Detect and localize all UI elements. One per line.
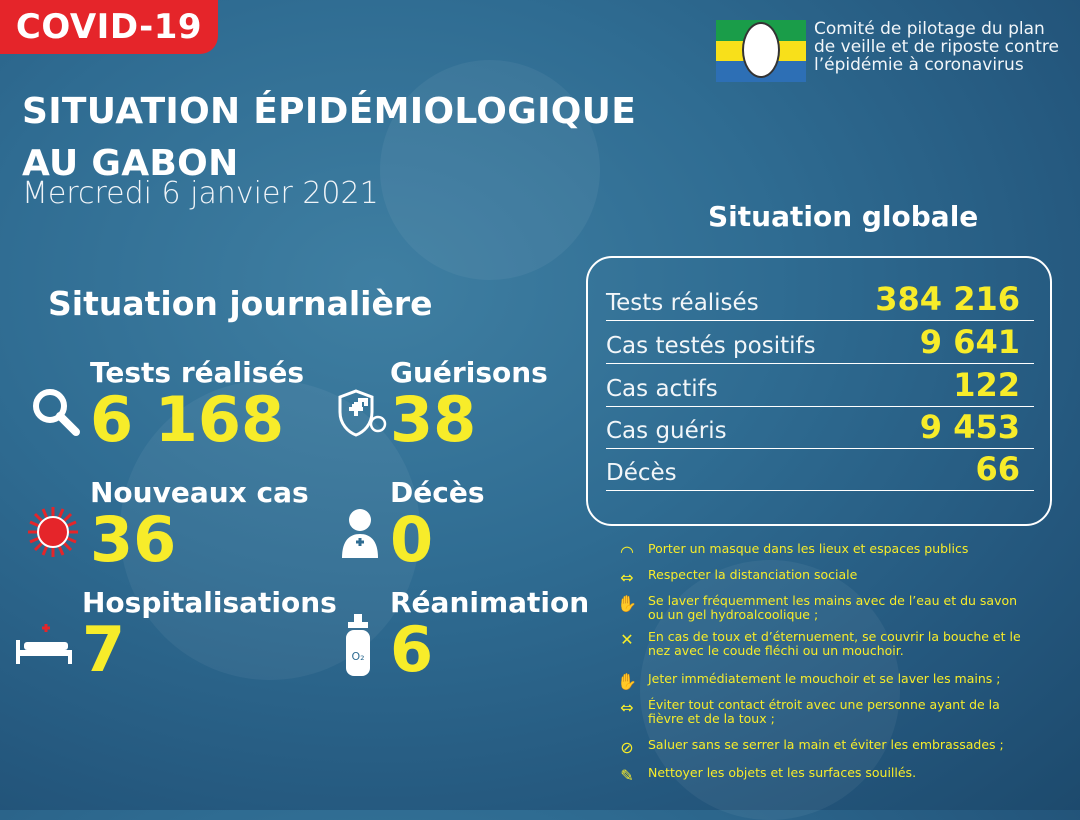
global-row-value: 66 (975, 450, 1020, 488)
stat-deces-label: Décès (390, 476, 485, 509)
cough-elbow-icon: ✕ (620, 630, 634, 649)
stat-hospitalisations-label: Hospitalisations (82, 586, 337, 619)
handwash-icon: ✋ (617, 594, 637, 613)
advice-item: ⊘ Saluer sans se serrer la main et évite… (616, 738, 1028, 758)
global-row-label: Tests réalisés (606, 290, 759, 316)
stat-hospitalisations-value: 7 (82, 613, 126, 686)
global-row-tests: Tests réalisés 384 216 (606, 278, 1034, 321)
daily-heading: Situation journalière (48, 284, 433, 323)
advice-item: ◠ Porter un masque dans les lieux et esp… (616, 542, 1028, 562)
stat-tests-value: 6 168 (90, 383, 285, 456)
advice-item: ✋ Jeter immédiatement le mouchoir et se … (617, 671, 1001, 692)
stat-reanimation-value: 6 (390, 613, 434, 686)
stat-nouveaux-cas-label: Nouveaux cas (90, 476, 309, 509)
advice-item: ✕ En cas de toux et d’éternuement, se co… (616, 630, 1028, 658)
global-row-actifs: Cas actifs 122 (606, 364, 1034, 407)
shield-virus-icon (334, 388, 390, 442)
stat-deces: Décès 0 (390, 476, 485, 571)
stat-guerisons-label: Guérisons (390, 356, 548, 389)
global-row-label: Cas actifs (606, 376, 718, 402)
republic-seal-icon (742, 22, 780, 78)
no-handshake-icon: ⊘ (620, 738, 634, 757)
global-row-value: 122 (953, 366, 1020, 404)
person-cross-icon (340, 508, 380, 562)
global-row-label: Décès (606, 460, 677, 486)
global-row-label: Cas guéris (606, 418, 727, 444)
stat-reanimation-label: Réanimation (390, 586, 590, 619)
global-row-label: Cas testés positifs (606, 333, 816, 359)
covid-badge: COVID-19 (0, 0, 218, 54)
magnifier-icon (30, 386, 82, 442)
distancing-icon: ⇔ (620, 568, 634, 587)
gabon-flag-seal-logo (716, 20, 806, 82)
global-row-gueris: Cas guéris 9 453 (606, 406, 1034, 449)
stat-guerisons: Guérisons 38 (390, 356, 548, 451)
stat-guerisons-value: 38 (390, 383, 477, 456)
report-date: Mercredi 6 janvier 2021 (22, 176, 379, 211)
background-virus-shape (640, 560, 900, 820)
advice-item: ✎ Nettoyer les objets et les surfaces so… (616, 766, 1028, 786)
stat-deces-value: 0 (390, 503, 434, 576)
advice-item: ⇔ Respecter la distanciation sociale (616, 568, 1028, 588)
background-virus-shape (380, 60, 600, 280)
avoid-contact-icon: ⇔ (620, 698, 634, 717)
advice-item: ⇔ Éviter tout contact étroit avec une pe… (616, 698, 1028, 726)
cleaning-spray-icon: ✎ (620, 766, 634, 785)
page-title: SITUATION ÉPIDÉMIOLOGIQUE AU GABON (22, 86, 636, 190)
global-row-deces: Décès 66 (606, 448, 1034, 491)
virus-icon (26, 505, 80, 563)
background-virus-shape (120, 380, 420, 680)
global-row-value: 9 641 (919, 323, 1020, 361)
organization-name: Comité de pilotage du plan de veille et … (814, 19, 1059, 75)
title-line-2: AU GABON (22, 143, 239, 184)
stat-nouveaux-cas: Nouveaux cas 36 (90, 476, 309, 571)
global-row-value: 384 216 (875, 280, 1020, 318)
tissue-bin-icon: ✋ (617, 672, 637, 691)
global-stats-box: Tests réalisés 384 216 Cas testés positi… (586, 256, 1052, 526)
global-heading: Situation globale (708, 200, 979, 233)
stat-hospitalisations: Hospitalisations 7 (82, 586, 337, 681)
svg-text:O₂: O₂ (351, 650, 364, 663)
global-row-positifs: Cas testés positifs 9 641 (606, 321, 1034, 364)
mask-icon: ◠ (620, 542, 634, 561)
stat-reanimation: Réanimation 6 (390, 586, 589, 681)
stat-tests: Tests réalisés 6 168 (90, 356, 304, 451)
stat-tests-label: Tests réalisés (90, 356, 305, 389)
global-row-value: 9 453 (919, 408, 1020, 446)
advice-item: ✋ Se laver fréquemment les mains avec de… (617, 593, 1018, 622)
title-line-1: SITUATION ÉPIDÉMIOLOGIQUE (22, 91, 637, 132)
organization-header: Comité de pilotage du plan de veille et … (716, 20, 1072, 82)
stat-nouveaux-cas-value: 36 (90, 503, 177, 576)
oxygen-tank-icon: O₂ (344, 614, 372, 682)
hospital-bed-icon (14, 622, 74, 670)
